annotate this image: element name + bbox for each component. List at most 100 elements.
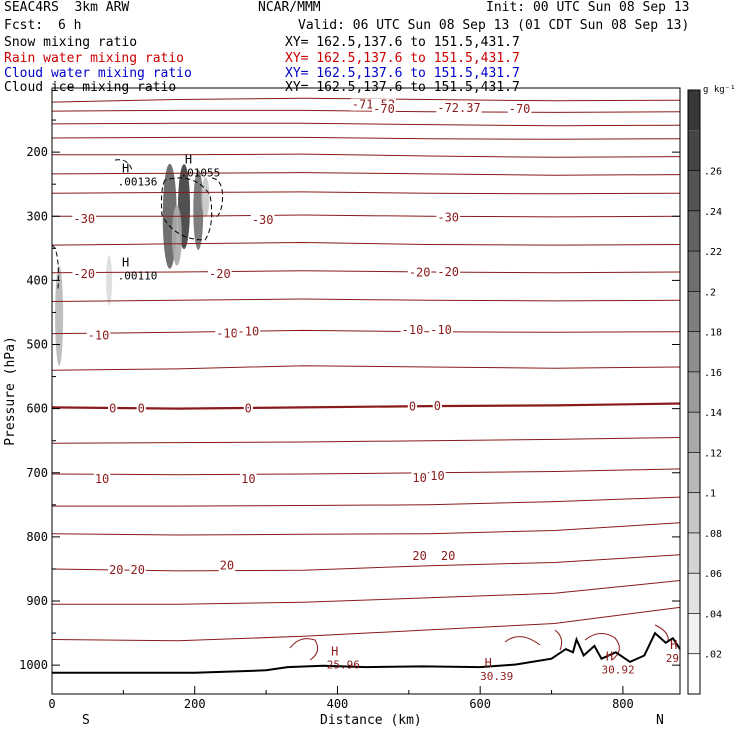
contour-label-bg-29: [439, 550, 457, 563]
colorbar-segment-3: [688, 532, 700, 574]
extremum-value-1: .01055: [180, 167, 220, 180]
contour-label-25: 20: [109, 563, 123, 577]
colorbar-segment-7: [688, 371, 700, 413]
colorbar-segment-8: [688, 331, 700, 372]
colorbar-tick-label-4: .1: [704, 489, 716, 500]
extremum-marker-2: H: [122, 255, 129, 269]
colorbar-segment-2: [688, 573, 700, 614]
contour-label-24: 10: [430, 469, 444, 483]
contour-label-bg-21: [93, 473, 111, 486]
temperature-contour-3: [52, 136, 680, 140]
temperature-contour-4: [52, 153, 680, 158]
mixing-ratio-shade-2: [193, 169, 204, 250]
contour-label-19: 0: [409, 400, 416, 414]
y-tick-label-5: 700: [26, 466, 48, 480]
warm-contour-0: [289, 638, 319, 661]
colorbar-tick-label-3: .08: [704, 529, 722, 540]
x-tick-label-0: 0: [48, 697, 55, 711]
warm-contour-3: [584, 633, 620, 661]
y-tick-label-8: 1000: [19, 658, 48, 672]
temperature-contour-9: [52, 270, 680, 274]
contour-label-12: -10: [216, 327, 238, 341]
temperature-contour-20: [52, 606, 680, 642]
extremum-value-0: .00136: [118, 176, 158, 189]
contour-label-bg-1: [372, 103, 396, 116]
colorbar-segment-9: [688, 291, 700, 332]
contour-label-14: -10: [402, 323, 424, 337]
y-tick-label-7: 900: [26, 594, 48, 608]
contour-label-bg-17: [136, 402, 146, 415]
x-axis-title: Distance (km): [320, 713, 422, 728]
y-tick-label-6: 800: [26, 530, 48, 544]
contour-label-10: -20: [437, 265, 459, 279]
field-xy-rain: XY= 162.5,137.6 to 151.5,431.7: [285, 51, 520, 66]
south-end-label: S: [82, 713, 90, 728]
colorbar-segment-13: [688, 130, 700, 171]
mixing-ratio-shade-5: [55, 265, 64, 366]
contour-label-4: -30: [73, 212, 95, 226]
contour-label-29: 20: [441, 549, 455, 563]
colorbar-segment-0: [688, 653, 700, 694]
terrain-line: [52, 631, 681, 674]
contour-label-bg-23: [411, 471, 428, 484]
colorbar-tick-label-0: .02: [704, 650, 722, 661]
contour-label-18: 0: [245, 402, 252, 416]
extremum-value-5: 30.92: [602, 664, 635, 677]
contour-label-1: -70: [373, 102, 395, 116]
contour-label-6: -30: [437, 211, 459, 225]
contour-label-bg-18: [243, 402, 253, 415]
contour-label-bg-15: [429, 323, 453, 336]
cloud-outline-3: [51, 244, 59, 291]
warm-contour-1: [504, 636, 541, 646]
colorbar-tick-label-9: .2: [704, 287, 716, 298]
contour-label-bg-3: [507, 103, 532, 116]
temperature-contour-10: [52, 298, 680, 302]
x-tick-label-1: 200: [184, 697, 206, 711]
contour-label-bg-11: [86, 329, 111, 342]
contour-label-bg-13: [236, 325, 261, 338]
temperature-contour-15: [52, 468, 680, 476]
contour-label-26: 20: [131, 563, 145, 577]
plot-frame: [51, 87, 681, 695]
contour-label-bg-9: [407, 266, 432, 279]
temperature-contour-12: [52, 365, 680, 371]
mixing-ratio-shade-4: [201, 177, 210, 218]
temperature-contour-1: [52, 109, 680, 113]
contour-label-bg-20: [432, 400, 442, 413]
contour-label-bg-12: [215, 327, 239, 340]
fcst-label: Fcst:: [4, 18, 44, 33]
y-tick-label-3: 500: [26, 338, 48, 352]
contour-label-20: 0: [434, 399, 441, 413]
colorbar-segment-4: [688, 492, 700, 533]
cloud-outline-0: [114, 159, 133, 171]
temperature-contour-5: [52, 172, 680, 176]
temperature-contour-13: [52, 402, 680, 410]
extremum-value-2: .00110: [118, 269, 158, 282]
x-tick-label-3: 600: [469, 697, 491, 711]
extremum-marker-0: H: [122, 162, 129, 176]
contour-label-bg-24: [429, 469, 446, 482]
colorbar-unit: g kg⁻¹: [703, 85, 736, 95]
contour-label-bg-5: [250, 214, 275, 227]
extremum-value-3: 25.96: [327, 659, 360, 672]
temperature-contour-18: [52, 554, 680, 572]
init-time: Init: 00 UTC Sun 08 Sep 13: [486, 0, 690, 15]
colorbar-tick-label-1: .04: [704, 609, 722, 620]
colorbar-tick-label-5: .12: [704, 448, 722, 459]
temperature-contour-14: [52, 437, 680, 444]
colorbar-tick-label-7: .16: [704, 368, 722, 379]
x-tick-label-2: 400: [327, 697, 349, 711]
temperature-contour-2: [52, 122, 680, 127]
colorbar-segment-1: [688, 613, 700, 654]
contour-label-28: 20: [412, 549, 426, 563]
contour-label-bg-25: [108, 564, 125, 577]
contour-label-7: -20: [73, 267, 95, 281]
mixing-ratio-shade-3: [171, 205, 182, 266]
contour-label-13: -10: [238, 325, 260, 339]
field-xy-cloud-water: XY= 162.5,137.6 to 151.5,431.7: [285, 66, 520, 81]
temperature-contour-8: [52, 241, 680, 246]
colorbar-segment-10: [688, 251, 700, 292]
contour-label-27: 20: [220, 559, 234, 573]
contour-label-bg-2: [436, 101, 482, 114]
colorbar-segment-11: [688, 210, 700, 252]
